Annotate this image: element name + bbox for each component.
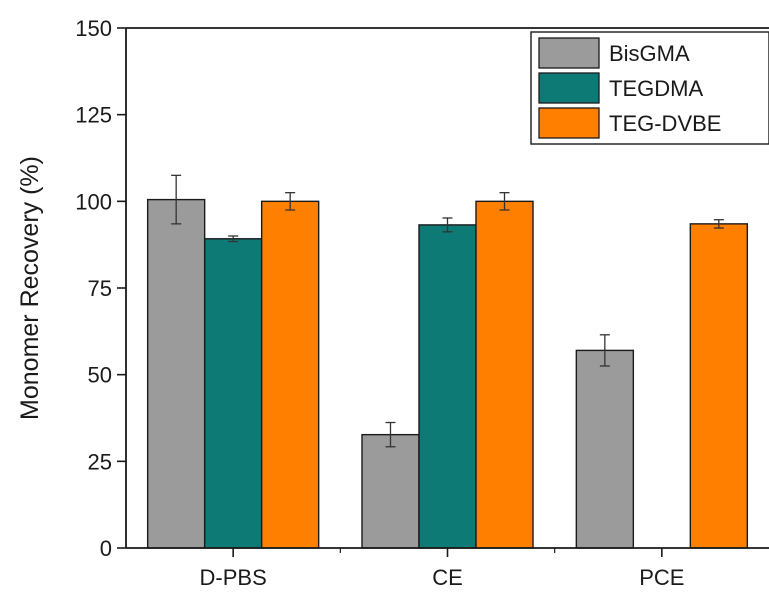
legend-swatch (538, 37, 600, 69)
legend-label: TEG-DVBE (609, 111, 721, 136)
legend-swatch (538, 72, 600, 104)
bar (146, 198, 206, 549)
legend-label: TEGDMA (609, 76, 703, 101)
y-tick-label: 100 (75, 189, 112, 214)
x-tick-label: CE (432, 565, 463, 590)
bar (260, 200, 320, 549)
legend: BisGMA TEGDMA TEG-DVBE (530, 31, 769, 145)
legend-label: BisGMA (609, 41, 690, 66)
y-tick-label: 25 (88, 449, 112, 474)
bar (418, 224, 477, 549)
y-tick-label: 50 (88, 363, 112, 388)
y-axis-title: Monomer Recovery (%) (16, 156, 44, 420)
y-axis-ticks: 0 25 50 75 100 125 150 (75, 16, 126, 561)
bar (361, 433, 420, 549)
y-tick-label: 125 (75, 103, 112, 128)
x-axis-tick-labels: D-PBS CE PCE (200, 548, 684, 590)
bar (575, 349, 635, 549)
legend-swatch (538, 107, 600, 139)
x-tick-label: PCE (639, 565, 684, 590)
y-tick-label: 0 (100, 536, 112, 561)
bar (689, 223, 749, 549)
bar (475, 200, 534, 549)
bar (203, 238, 263, 549)
y-tick-label: 75 (88, 276, 112, 301)
y-tick-label: 150 (75, 16, 112, 41)
x-tick-label: D-PBS (200, 565, 267, 590)
bars (146, 174, 749, 549)
